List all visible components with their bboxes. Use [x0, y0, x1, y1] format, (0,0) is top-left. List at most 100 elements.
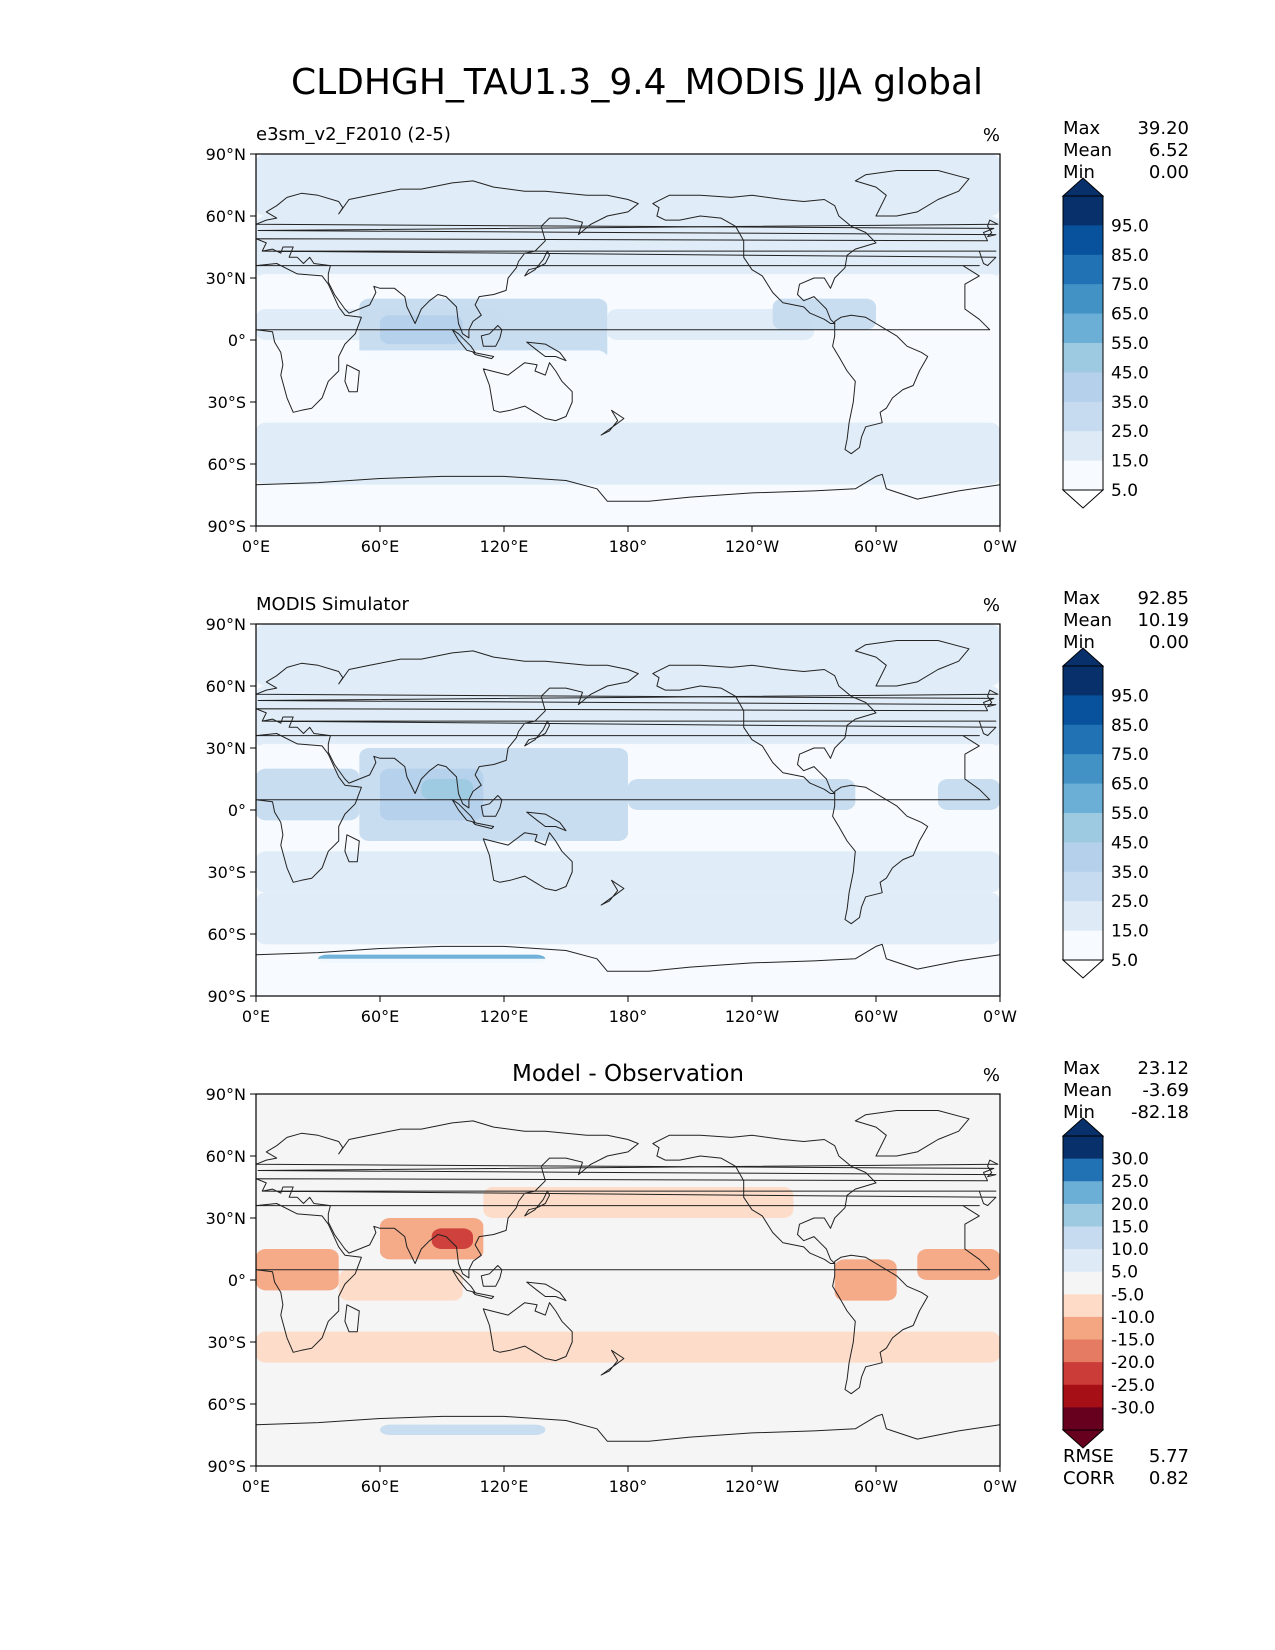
colorbar-tick-label: 25.0 — [1111, 892, 1149, 912]
map-canvas: 90°N 60°N 30°N 0° 30°S 60°S 90°S0°E 60°E 120°E 18… — [206, 1085, 1018, 1496]
field-cell — [256, 768, 360, 821]
x-tick-label: 120°W — [725, 1477, 780, 1496]
x-tick-label: 60°E — [361, 1007, 399, 1026]
y-tick-label: 30°S — [207, 863, 246, 882]
colorbar-tick-label: 65.0 — [1111, 775, 1149, 795]
field-cell — [917, 1249, 1000, 1280]
colorbar-segment — [1063, 901, 1103, 932]
colorbar-frame — [1062, 195, 1104, 491]
coastline — [256, 263, 991, 413]
stat-mean-value: 6.52 — [1149, 140, 1189, 161]
stats-box: Max 92.85 Mean 10.19 Min 0.00 — [1063, 588, 1189, 653]
field-cell — [256, 422, 1000, 485]
coastline — [256, 650, 997, 809]
coastline — [256, 1120, 997, 1279]
colorbar-segment — [1063, 695, 1103, 726]
x-tick-label: 0°E — [242, 1477, 270, 1496]
coastline — [832, 1254, 929, 1395]
field-cell — [380, 1424, 546, 1435]
data-field — [256, 1187, 1000, 1435]
x-tick-label: 120°W — [725, 537, 780, 556]
y-tick-label: 30°N — [206, 269, 246, 288]
stat-min-label: Min — [1063, 632, 1095, 653]
map-canvas: 90°N 60°N 30°N 0° 30°S 60°S 90°S0°E 60°E 120°E 18… — [206, 145, 1018, 556]
coastline — [256, 733, 991, 883]
coastline — [482, 832, 573, 892]
colorbar-tick-label: 95.0 — [1111, 686, 1149, 706]
rmse-label: RMSE — [1063, 1446, 1114, 1467]
x-tick-label: 0°W — [983, 537, 1017, 556]
colorbar-segment — [1063, 254, 1103, 285]
map-canvas: 90°N 60°N 30°N 0° 30°S 60°S 90°S0°E 60°E 120°E 18… — [206, 615, 1018, 1026]
y-tick-label: 60°N — [206, 207, 246, 226]
colorbar-tick-label: 5.0 — [1111, 951, 1138, 971]
colorbar-segment — [1063, 225, 1103, 256]
colorbar-segment — [1063, 1181, 1103, 1205]
y-tick-label: 90°N — [206, 615, 246, 634]
y-tick-label: 30°N — [206, 1209, 246, 1228]
colorbar-segment — [1063, 871, 1103, 902]
coastline — [854, 1110, 970, 1157]
y-tick-label: 0° — [228, 801, 246, 820]
colorbar-segment — [1063, 1249, 1103, 1273]
y-tick-label: 60°N — [206, 677, 246, 696]
y-tick-label: 0° — [228, 1271, 246, 1290]
y-tick-label: 90°S — [207, 517, 246, 536]
colorbar-frame — [1062, 1135, 1104, 1431]
colorbar: 95.0 85.0 75.0 65.0 55.0 45.0 35.0 25.0 15.0 5.0 — [1061, 647, 1149, 979]
y-tick-label: 90°N — [206, 145, 246, 164]
field-cell — [256, 273, 1000, 303]
colorbar-tick-label: 95.0 — [1111, 216, 1149, 236]
stat-min-label: Min — [1063, 162, 1095, 183]
colorbar-tick-label: 75.0 — [1111, 745, 1149, 765]
colorbar-tick-label: 55.0 — [1111, 804, 1149, 824]
colorbar-segment — [1063, 930, 1103, 961]
colorbar-tick-label: -30.0 — [1111, 1398, 1155, 1418]
colorbar-tick-label: 10.0 — [1111, 1240, 1149, 1260]
coastline — [257, 1159, 999, 1178]
field-cell — [256, 350, 608, 413]
field-cell — [421, 779, 473, 800]
coastlines — [256, 170, 1000, 526]
colorbar-segment — [1063, 1384, 1103, 1408]
x-tick-label: 60°W — [854, 1477, 898, 1496]
x-tick-label: 180° — [609, 1007, 648, 1026]
field-cell — [256, 892, 1000, 945]
stat-mean-value: 10.19 — [1137, 610, 1189, 631]
coastlines — [256, 1110, 1000, 1466]
colorbar-tick-label: 15.0 — [1111, 1217, 1149, 1237]
stat-min-value: -82.18 — [1131, 1102, 1189, 1123]
colorbar: 30.025.0 20.015.0 10.0 5.0-5.0 -10.0 -15.0-20… — [1061, 1117, 1155, 1449]
y-tick-label: 0° — [228, 331, 246, 350]
coastline — [472, 821, 495, 830]
coastline — [524, 250, 550, 277]
field-cell — [256, 851, 1000, 893]
panel-units: % — [983, 595, 1000, 616]
x-tick-label: 60°W — [854, 1007, 898, 1026]
coastline — [256, 180, 997, 339]
y-tick-label: 60°N — [206, 1147, 246, 1166]
colorbar-tick-label: -25.0 — [1111, 1376, 1155, 1396]
stat-max-value: 92.85 — [1137, 588, 1189, 609]
coastline — [526, 811, 567, 832]
field-cell — [338, 1269, 463, 1301]
panel-left-title: e3sm_v2_F2010 (2-5) — [256, 124, 451, 145]
y-tick-label: 60°S — [207, 455, 246, 474]
colorbar-segment — [1063, 724, 1103, 755]
panel-left-title: MODIS Simulator — [256, 594, 409, 615]
colorbar: 95.0 85.0 75.0 65.0 55.0 45.0 35.0 25.0 15.0 5.0 — [1061, 177, 1149, 509]
panel-center-title: Model - Observation — [512, 1061, 744, 1087]
colorbar-extend-bottom — [1061, 489, 1105, 509]
panel-units: % — [983, 125, 1000, 146]
colorbar-segment — [1063, 343, 1103, 373]
coastline — [854, 170, 970, 217]
coastline — [472, 351, 495, 360]
coastline — [257, 219, 999, 238]
colorbar-segment — [1063, 842, 1103, 873]
colorbar-segment — [1063, 1271, 1103, 1295]
colorbar-tick-label: 5.0 — [1111, 1263, 1138, 1283]
x-tick-label: 0°W — [983, 1007, 1017, 1026]
colorbar-tick-label: 45.0 — [1111, 833, 1149, 853]
colorbar-tick-label: 30.0 — [1111, 1150, 1149, 1170]
colorbar-segment — [1063, 284, 1103, 315]
